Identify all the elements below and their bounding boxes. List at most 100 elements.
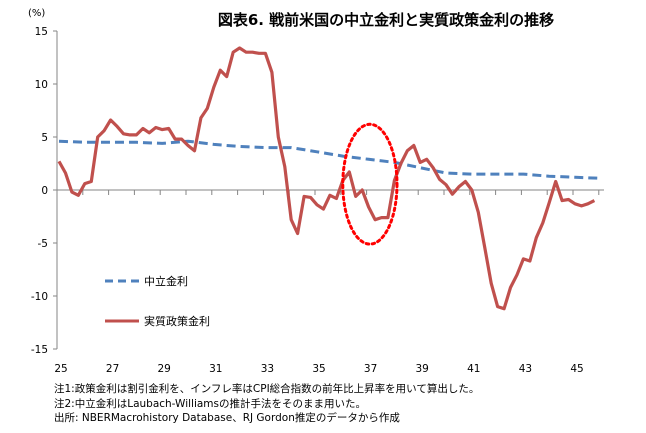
data-point-real-policy-rate xyxy=(271,71,273,73)
chart-title: 図表6. 戦前米国の中立金利と実質政策金利の推移 xyxy=(218,11,554,29)
data-point-neutral-rate xyxy=(342,155,344,157)
data-point-neutral-rate xyxy=(496,173,498,175)
x-tick-label: 43 xyxy=(519,363,532,375)
data-point-real-policy-rate xyxy=(438,178,440,180)
x-tick-label: 29 xyxy=(158,363,171,375)
data-point-neutral-rate xyxy=(238,145,240,147)
data-point-real-policy-rate xyxy=(84,182,86,184)
data-point-real-policy-rate xyxy=(419,161,421,163)
annotation-ellipse xyxy=(341,122,399,246)
data-point-real-policy-rate xyxy=(232,51,234,53)
data-point-real-policy-rate xyxy=(387,216,389,218)
x-tick-label: 41 xyxy=(467,363,480,375)
data-point-real-policy-rate xyxy=(361,189,363,191)
y-tick-label: -5 xyxy=(38,238,48,250)
data-point-real-policy-rate xyxy=(103,129,105,131)
data-point-neutral-rate xyxy=(161,142,163,144)
data-point-neutral-rate xyxy=(109,141,111,143)
data-point-real-policy-rate xyxy=(296,232,298,234)
data-point-real-policy-rate xyxy=(535,237,537,239)
x-tick-label: 27 xyxy=(106,363,119,375)
data-point-real-policy-rate xyxy=(109,119,111,121)
y-axis-unit-label: (%) xyxy=(28,8,45,19)
data-point-neutral-rate xyxy=(445,172,447,174)
data-point-real-policy-rate xyxy=(548,202,550,204)
y-axis: 15 10 5 0 -5 -10 -15 xyxy=(31,26,57,356)
data-point-neutral-rate xyxy=(135,141,137,143)
data-point-real-policy-rate xyxy=(258,52,260,54)
y-tick-label: -15 xyxy=(31,344,48,356)
data-point-real-policy-rate xyxy=(71,191,73,193)
data-point-real-policy-rate xyxy=(593,199,595,201)
data-point-real-policy-rate xyxy=(400,162,402,164)
data-point-real-policy-rate xyxy=(561,199,563,201)
footnote-1: 注1:政策金利は割引金利を、インフレ率はCPI総合指数の前年比上昇率を用いて算出… xyxy=(54,383,480,395)
data-point-real-policy-rate xyxy=(580,205,582,207)
data-point-real-policy-rate xyxy=(180,138,182,140)
data-point-real-policy-rate xyxy=(316,204,318,206)
data-point-real-policy-rate xyxy=(322,208,324,210)
data-point-real-policy-rate xyxy=(142,127,144,129)
data-point-neutral-rate xyxy=(264,146,266,148)
data-point-real-policy-rate xyxy=(445,184,447,186)
data-point-real-policy-rate xyxy=(542,222,544,224)
data-point-real-policy-rate xyxy=(277,136,279,138)
data-point-real-policy-rate xyxy=(168,127,170,129)
data-point-real-policy-rate xyxy=(97,136,99,138)
data-point-real-policy-rate xyxy=(155,126,157,128)
data-point-real-policy-rate xyxy=(451,193,453,195)
data-point-real-policy-rate xyxy=(264,52,266,54)
data-point-real-policy-rate xyxy=(516,274,518,276)
data-point-real-policy-rate xyxy=(464,180,466,182)
data-point-real-policy-rate xyxy=(64,172,66,174)
data-point-real-policy-rate xyxy=(503,308,505,310)
data-point-real-policy-rate xyxy=(426,158,428,160)
data-point-real-policy-rate xyxy=(529,260,531,262)
data-point-real-policy-rate xyxy=(219,69,221,71)
data-point-neutral-rate xyxy=(290,146,292,148)
data-point-real-policy-rate xyxy=(129,134,131,136)
data-point-real-policy-rate xyxy=(77,194,79,196)
data-point-real-policy-rate xyxy=(348,171,350,173)
legend: 中立金利 実質政策金利 xyxy=(105,274,210,328)
data-point-real-policy-rate xyxy=(406,150,408,152)
series-line-real-policy-rate xyxy=(57,46,596,311)
footnote-2: 注2:中立金利はLaubach-Williamsの推計手法をそのまま用いた。 xyxy=(54,397,366,410)
data-point-real-policy-rate xyxy=(116,125,118,127)
data-point-real-policy-rate xyxy=(432,167,434,169)
data-point-real-policy-rate xyxy=(58,160,60,162)
legend-label-neutral-rate: 中立金利 xyxy=(144,274,188,288)
x-tick-label: 37 xyxy=(364,363,377,375)
chart: 図表6. 戦前米国の中立金利と実質政策金利の推移 (%) 15 10 5 0 -5 -10… xyxy=(28,8,604,375)
data-point-real-policy-rate xyxy=(413,144,415,146)
x-tick-label: 45 xyxy=(570,363,583,375)
y-tick-label: 10 xyxy=(35,79,48,91)
data-point-neutral-rate xyxy=(316,151,318,153)
data-point-real-policy-rate xyxy=(200,117,202,119)
series-line-neutral-rate xyxy=(58,139,601,180)
footnote-source: 出所: NBERMacrohistory Database、RJ Gordon推… xyxy=(54,412,400,424)
x-tick-label: 35 xyxy=(312,363,325,375)
data-point-neutral-rate xyxy=(522,173,524,175)
y-tick-label: 0 xyxy=(41,185,48,197)
data-point-real-policy-rate xyxy=(329,194,331,196)
data-point-real-policy-rate xyxy=(522,258,524,260)
data-point-neutral-rate xyxy=(471,173,473,175)
data-point-real-policy-rate xyxy=(193,150,195,152)
y-tick-label: 15 xyxy=(35,26,48,38)
data-point-real-policy-rate xyxy=(484,246,486,248)
data-point-neutral-rate xyxy=(213,143,215,145)
data-point-neutral-rate xyxy=(548,175,550,177)
data-point-real-policy-rate xyxy=(148,132,150,134)
data-point-real-policy-rate xyxy=(174,138,176,140)
data-point-real-policy-rate xyxy=(226,75,228,77)
data-point-real-policy-rate xyxy=(90,180,92,182)
data-point-real-policy-rate xyxy=(587,203,589,205)
data-point-real-policy-rate xyxy=(574,203,576,205)
data-point-real-policy-rate xyxy=(251,51,253,53)
footnotes: 注1:政策金利は割引金利を、インフレ率はCPI総合指数の前年比上昇率を用いて算出… xyxy=(54,382,639,426)
x-tick-label: 39 xyxy=(416,363,429,375)
data-point-real-policy-rate xyxy=(161,128,163,130)
x-tick-label: 31 xyxy=(209,363,222,375)
legend-label-real-policy-rate: 実質政策金利 xyxy=(144,314,210,328)
